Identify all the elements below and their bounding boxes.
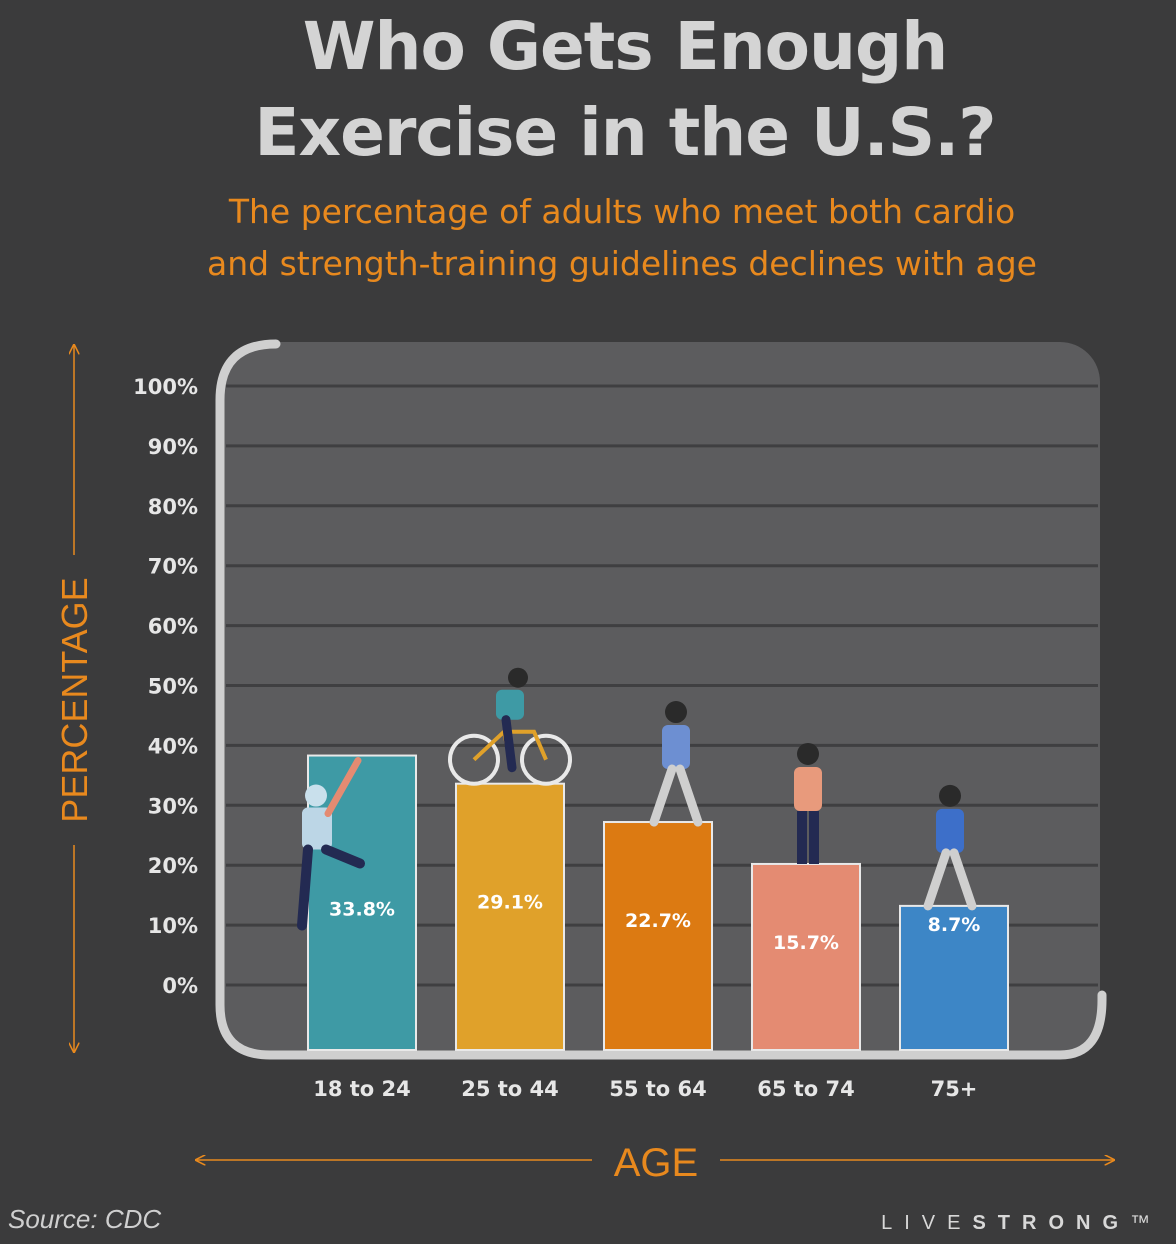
walker-icon xyxy=(923,784,977,911)
y-tick-label: 30% xyxy=(148,794,198,818)
x-tick-label: 18 to 24 xyxy=(313,1077,411,1101)
bar-value-label: 15.7% xyxy=(773,932,839,954)
bar xyxy=(455,782,565,1051)
y-tick-label: 50% xyxy=(148,675,198,699)
y-tick-label: 0% xyxy=(162,974,198,998)
y-tick-label: 20% xyxy=(148,854,198,878)
y-tick-label: 60% xyxy=(148,615,198,639)
x-tick-labels: 18 to 24 25 to 44 55 to 64 65 to 74 75+ xyxy=(313,1077,977,1101)
chart-title: Who Gets Enough Exercise in the U.S.? xyxy=(0,4,1176,176)
bar xyxy=(751,862,861,1051)
y-tick-label: 90% xyxy=(148,435,198,459)
source-note: Source: CDC xyxy=(8,1204,162,1234)
plot-frame xyxy=(215,339,1107,1060)
brand-bold: STRONG xyxy=(972,1212,1130,1234)
rock-climber-icon xyxy=(297,757,365,931)
y-tick-label: 80% xyxy=(148,495,198,519)
plot-area xyxy=(222,342,1100,1054)
y-tick-label: 70% xyxy=(148,555,198,579)
x-tick-label: 65 to 74 xyxy=(757,1077,855,1101)
brand-light: LIVE xyxy=(881,1212,973,1234)
runner-icon xyxy=(649,701,703,827)
weightlifter-icon xyxy=(794,742,822,864)
y-tick-label: 40% xyxy=(148,734,198,758)
x-axis-label: AGE xyxy=(614,1141,698,1185)
subtitle-line-1: The percentage of adults who meet both c… xyxy=(228,192,1016,231)
cyclist-icon xyxy=(448,667,572,786)
chart-subtitle: The percentage of adults who meet both c… xyxy=(0,186,1176,290)
bar-value-label: 8.7% xyxy=(928,914,981,936)
x-tick-label: 25 to 44 xyxy=(461,1077,559,1101)
x-tick-label: 75+ xyxy=(931,1077,978,1101)
y-tick-label: 10% xyxy=(148,914,198,938)
bar-value-label: 29.1% xyxy=(477,892,543,914)
y-tick-labels: 0% 10% 20% 30% 40% 50% 60% 70% 80% 90% 100% xyxy=(133,375,198,998)
livestrong-logo: LIVESTRONG™ xyxy=(881,1212,1162,1235)
athlete-illustrations xyxy=(297,667,977,931)
bar xyxy=(603,821,713,1051)
bar-value-label: 22.7% xyxy=(625,910,691,932)
bars: 33.8% 29.1% 22.7% 15.7% 8.7% xyxy=(307,754,1009,1052)
subtitle-line-2: and strength-training guidelines decline… xyxy=(207,244,1037,283)
y-axis-label: PERCENTAGE xyxy=(54,577,95,822)
bar-value-label: 33.8% xyxy=(329,899,395,921)
title-line-1: Who Gets Enough xyxy=(302,8,948,85)
y-tick-label: 100% xyxy=(133,375,198,399)
title-line-2: Exercise in the U.S.? xyxy=(254,94,996,171)
brand-mark: ™ xyxy=(1130,1212,1162,1234)
x-tick-label: 55 to 64 xyxy=(609,1077,707,1101)
bar xyxy=(899,904,1009,1052)
